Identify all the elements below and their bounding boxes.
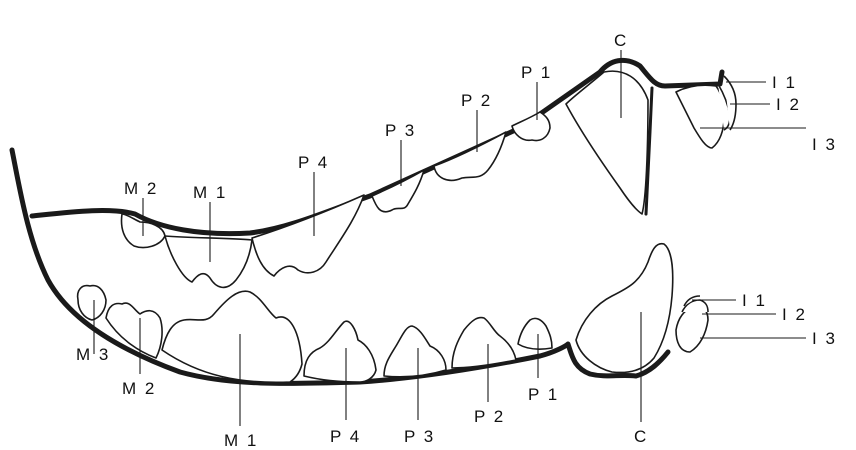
- upper-m1-label: M 1: [193, 183, 227, 202]
- upper-i3-label: I 3: [812, 135, 837, 154]
- upper-canine-tooth: [565, 70, 649, 215]
- upper-p4-tooth: [251, 194, 365, 277]
- lower-m2-label: M 2: [122, 379, 156, 398]
- lower-m1-label: M 1: [224, 431, 258, 450]
- lower-p4-label: P 4: [330, 427, 361, 446]
- upper-p3-label: P 3: [385, 121, 416, 140]
- upper-i3-tooth: [675, 84, 725, 149]
- lower-m2-tooth: [105, 302, 163, 359]
- leader-lines: [93, 50, 806, 426]
- upper-m2-label: M 2: [124, 179, 158, 198]
- lower-i1-label: I 1: [742, 291, 767, 310]
- upper-p1-tooth: [511, 111, 551, 142]
- upper-p2-label: P 2: [461, 91, 492, 110]
- lower-m3-tooth: [76, 284, 107, 321]
- upper-jaw: [29, 57, 737, 289]
- lower-i3-tooth: [675, 304, 709, 353]
- upper-c-label: C: [614, 31, 628, 50]
- lower-p1-label: P 1: [528, 385, 559, 404]
- lower-i1-tooth: [683, 295, 701, 307]
- lower-canine-tooth: [575, 242, 674, 374]
- upper-p4-label: P 4: [298, 153, 329, 172]
- lower-m3-label: M 3: [76, 345, 110, 364]
- upper-canine-socket: [644, 86, 654, 216]
- upper-i2-label: I 2: [776, 95, 801, 114]
- lower-i3-label: I 3: [812, 329, 837, 348]
- upper-i1-label: I 1: [772, 73, 797, 92]
- upper-p1-label: P 1: [521, 63, 552, 82]
- upper-p3-tooth: [371, 169, 425, 213]
- lower-c-label: C: [634, 427, 648, 446]
- lower-p3-label: P 3: [404, 427, 435, 446]
- lower-p4-tooth: [303, 320, 377, 383]
- lower-i2-label: I 2: [782, 305, 807, 324]
- lower-m1-tooth: [161, 290, 303, 384]
- lower-p3-tooth: [383, 325, 447, 378]
- lower-p2-label: P 2: [474, 407, 505, 426]
- upper-p2-tooth: [433, 131, 507, 182]
- lower-jaw: [9, 147, 709, 386]
- lower-p1-tooth: [517, 317, 553, 350]
- upper-m1-tooth: [164, 235, 253, 289]
- labels: C P 1 P 2 P 3 P 4 M 1 M 2 I 1 I 2 I 3 C …: [76, 31, 837, 450]
- lower-p2-tooth: [451, 316, 517, 369]
